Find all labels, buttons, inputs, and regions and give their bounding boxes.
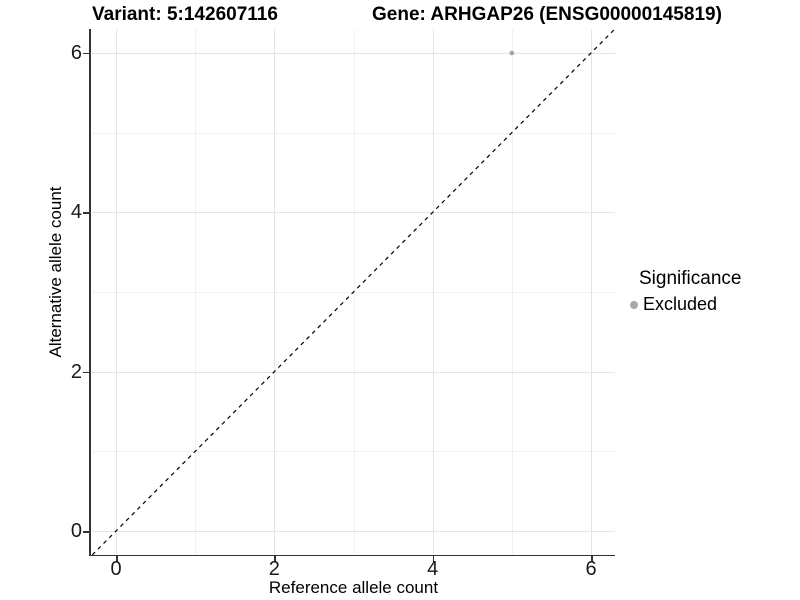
x-tick-mark-0 bbox=[116, 556, 118, 562]
legend-title: Significance bbox=[639, 268, 742, 289]
x-axis-title: Reference allele count bbox=[268, 578, 439, 597]
y-tick-mark-6 bbox=[83, 52, 89, 55]
major-gridline-y-2 bbox=[92, 371, 615, 373]
major-gridline-y-4 bbox=[92, 212, 615, 214]
plot-title-variant: Variant: 5:142607116 bbox=[92, 4, 278, 25]
major-gridline-y-0 bbox=[92, 531, 615, 532]
plot-title-gene: Gene: ARHGAP26 (ENSG00000145819) bbox=[372, 4, 722, 25]
y-tick-label-4: 4 bbox=[70, 201, 82, 224]
y-tick-mark-0 bbox=[83, 531, 89, 533]
plot-panel bbox=[91, 28, 616, 556]
y-tick-label-6: 6 bbox=[70, 41, 82, 64]
legend-item-label: Excluded bbox=[643, 294, 718, 314]
legend-point-icon bbox=[630, 300, 638, 309]
x-tick-mark-6 bbox=[591, 556, 593, 562]
y-axis-line bbox=[89, 29, 91, 556]
major-gridline-x-2 bbox=[274, 29, 276, 555]
y-tick-mark-4 bbox=[83, 212, 89, 214]
major-gridline-x-6 bbox=[591, 29, 593, 555]
y-tick-label-2: 2 bbox=[70, 360, 82, 383]
x-tick-label-6: 6 bbox=[585, 558, 597, 580]
y-axis-title: Alternative allele count bbox=[46, 186, 65, 358]
x-tick-label-0: 0 bbox=[110, 558, 122, 580]
legend: Significance Excluded bbox=[630, 268, 741, 315]
major-gridline-x-4 bbox=[432, 29, 434, 555]
x-axis-line bbox=[89, 554, 615, 556]
identity-dashed-line bbox=[91, 28, 616, 556]
x-tick-mark-2 bbox=[274, 556, 276, 562]
y-tick-mark-2 bbox=[83, 371, 89, 374]
minor-gridline-y-1 bbox=[92, 451, 615, 453]
y-tick-label-0: 0 bbox=[70, 520, 82, 542]
major-gridline-y-6 bbox=[92, 52, 615, 54]
data-point-excluded-5-6 bbox=[509, 50, 515, 56]
x-tick-label-4: 4 bbox=[427, 558, 439, 580]
legend-item-excluded: Excluded bbox=[630, 294, 741, 315]
minor-gridline-y-5 bbox=[92, 132, 615, 134]
major-gridline-x-0 bbox=[116, 29, 117, 555]
plot-data-layer bbox=[91, 28, 616, 556]
x-tick-mark-4 bbox=[432, 556, 435, 562]
x-tick-label-2: 2 bbox=[268, 558, 280, 580]
